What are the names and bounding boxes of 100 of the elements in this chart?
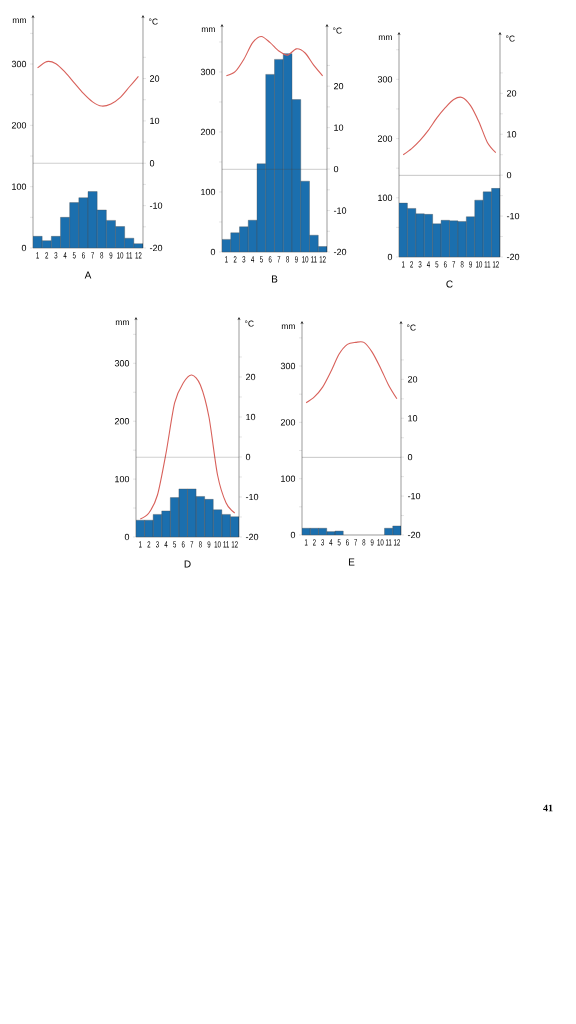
x-tick-label: 4	[426, 261, 430, 268]
x-tick-label: 4	[251, 256, 255, 263]
y2-tick-label: 0	[245, 453, 251, 461]
y2-axis-title: °C	[407, 324, 416, 331]
x-tick-label: 9	[109, 252, 113, 259]
x-tick-label: 7	[190, 541, 194, 548]
y2-tick-label: 0	[333, 165, 339, 173]
x-tick-label: 12	[393, 539, 400, 546]
y-tick-label: 200	[280, 419, 296, 426]
y-tick-label: 300	[11, 60, 27, 68]
x-tick-label: 6	[82, 252, 85, 259]
y2-tick-label: -20	[506, 253, 520, 261]
x-tick-label: 12	[319, 256, 326, 263]
x-tick-label: 11	[484, 261, 491, 268]
x-tick-label: 2	[410, 261, 414, 268]
x-tick-label: 8	[198, 541, 202, 548]
x-tick-label: 1	[401, 261, 405, 268]
y-tick-label: 100	[378, 194, 393, 201]
y2-tick-label: -20	[407, 531, 421, 539]
x-tick-label: 7	[277, 256, 281, 263]
x-tick-label: 12	[231, 541, 238, 548]
x-tick-label: 3	[242, 256, 246, 263]
y2-tick-label: 10	[246, 413, 256, 421]
x-tick-label: 11	[126, 252, 133, 259]
x-tick-label: 2	[45, 252, 49, 259]
y2-tick-label: -10	[333, 207, 347, 214]
y-axis-title: mm	[281, 324, 295, 330]
y2-axis-title: °C	[245, 320, 254, 327]
x-tick-label: 2	[147, 541, 151, 548]
x-tick-label: 9	[469, 261, 472, 268]
x-tick-label: 5	[259, 256, 263, 263]
y-tick-label: 200	[11, 122, 27, 129]
y-tick-label: 0	[387, 253, 393, 261]
x-tick-label: 7	[452, 261, 456, 268]
x-tick-label: 7	[354, 539, 358, 546]
y-tick-label: 100	[115, 475, 130, 483]
x-tick-label: 3	[155, 541, 159, 548]
x-tick-label: 1	[36, 252, 39, 259]
x-tick-label: 2	[312, 539, 316, 546]
y2-tick-label: 10	[334, 124, 344, 131]
x-tick-label: 4	[164, 541, 168, 548]
x-tick-label: 7	[91, 252, 94, 259]
y2-tick-label: -20	[333, 248, 347, 256]
y2-tick-label: 0	[149, 160, 155, 167]
y-axis-title: mm	[378, 35, 392, 41]
x-tick-label: 4	[63, 252, 67, 259]
y2-axis-title: °C	[506, 35, 515, 42]
x-tick-label: 5	[72, 252, 76, 259]
x-tick-label: 11	[223, 541, 229, 548]
y-tick-label: 300	[377, 76, 393, 83]
x-tick-label: 10	[214, 541, 221, 548]
y2-tick-label: 10	[507, 131, 517, 138]
y2-tick-label: -10	[245, 493, 259, 501]
y2-axis-title: °C	[149, 18, 158, 25]
y-tick-label: 0	[124, 533, 130, 541]
y2-tick-label: 10	[150, 117, 160, 125]
y2-tick-label: -10	[149, 202, 163, 209]
x-tick-label: 8	[362, 539, 366, 546]
text: A	[84, 271, 92, 279]
text: 41	[543, 804, 553, 812]
x-tick-label: 4	[329, 539, 333, 546]
y-tick-label: 200	[200, 128, 216, 136]
y2-tick-label: 20	[333, 82, 344, 90]
x-tick-label: 10	[117, 252, 124, 259]
x-tick-label: 8	[286, 256, 290, 263]
x-tick-label: 1	[304, 539, 308, 546]
y-axis-title: mm	[201, 27, 215, 33]
x-tick-label: 8	[460, 261, 464, 268]
y2-tick-label: -10	[506, 212, 520, 220]
x-tick-label: 6	[268, 256, 272, 263]
x-tick-label: 9	[207, 541, 211, 548]
y-tick-label: 100	[281, 475, 296, 482]
y-tick-label: 100	[201, 188, 216, 196]
y-tick-label: 100	[12, 183, 27, 190]
text: E	[348, 558, 355, 566]
x-tick-label: 12	[492, 261, 499, 268]
y2-tick-label: 0	[506, 171, 512, 179]
x-tick-label: 9	[370, 539, 374, 546]
x-tick-label: 8	[100, 252, 104, 259]
y2-tick-label: 0	[407, 453, 413, 461]
y-tick-label: 300	[200, 68, 216, 76]
y-tick-label: 0	[21, 244, 27, 252]
y-tick-label: 0	[210, 248, 216, 256]
text: C	[446, 280, 453, 288]
x-tick-label: 1	[139, 541, 142, 548]
text: B	[271, 275, 278, 283]
x-tick-label: 11	[385, 539, 392, 546]
x-tick-label: 12	[135, 252, 142, 259]
y-tick-label: 0	[290, 531, 296, 539]
y2-axis-title: °C	[333, 27, 342, 34]
y2-tick-label: 20	[149, 75, 160, 82]
y2-tick-label: 10	[408, 415, 418, 422]
x-tick-label: 6	[443, 261, 447, 268]
x-tick-label: 1	[225, 256, 228, 263]
x-tick-label: 5	[337, 539, 341, 546]
y-tick-label: 300	[280, 362, 296, 370]
x-tick-label: 10	[302, 256, 309, 263]
y2-tick-label: 20	[506, 90, 517, 97]
x-tick-label: 5	[435, 261, 439, 268]
x-tick-label: 3	[321, 539, 325, 546]
